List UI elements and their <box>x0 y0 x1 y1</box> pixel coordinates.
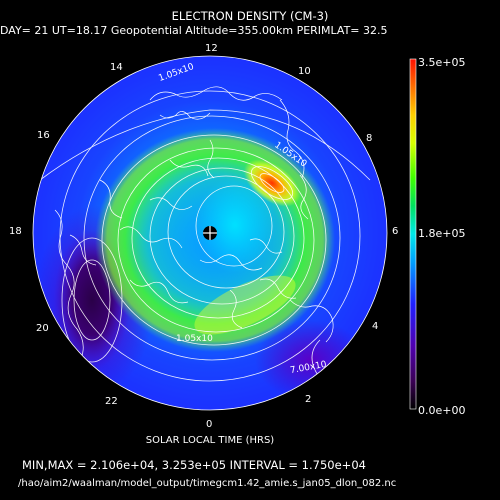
colorbar-max-label: 3.5e+05 <box>418 56 466 69</box>
map-perimeter <box>32 55 388 411</box>
hour-label-4: 4 <box>372 321 379 332</box>
hour-label-10: 10 <box>298 66 311 77</box>
hour-label-12: 12 <box>205 43 218 54</box>
colorbar-min-label: 0.0e+00 <box>418 404 466 417</box>
contour-lines <box>39 90 371 391</box>
colorbar-mid-label: 1.8e+05 <box>418 227 466 240</box>
x-axis-label: SOLAR LOCAL TIME (HRS) <box>145 435 275 446</box>
hour-label-0: 0 <box>206 419 213 430</box>
contour-label: 1.05x10 <box>176 334 213 344</box>
coastlines <box>54 86 334 360</box>
file-path: /hao/aim2/waalman/model_output/timegcm1.… <box>18 478 397 489</box>
hour-label-8: 8 <box>366 133 373 144</box>
colorbar <box>410 59 416 409</box>
hour-label-6: 6 <box>392 226 399 237</box>
density-field <box>33 56 387 410</box>
hour-label-2: 2 <box>305 394 312 405</box>
hour-label-18: 18 <box>9 226 22 237</box>
plot-title: ELECTRON DENSITY (CM-3) <box>171 9 329 23</box>
hour-label-20: 20 <box>36 323 49 334</box>
hour-label-16: 16 <box>37 130 50 141</box>
hour-label-22: 22 <box>105 396 118 407</box>
plot-subtitle: DAY= 21 UT=18.17 Geopotential Altitude=3… <box>0 24 388 37</box>
min-max-stats: MIN,MAX = 2.106e+04, 3.253e+05 INTERVAL … <box>22 458 366 472</box>
pole-marker <box>203 226 217 240</box>
hour-label-14: 14 <box>110 62 123 73</box>
colorbar-frame <box>409 58 417 410</box>
